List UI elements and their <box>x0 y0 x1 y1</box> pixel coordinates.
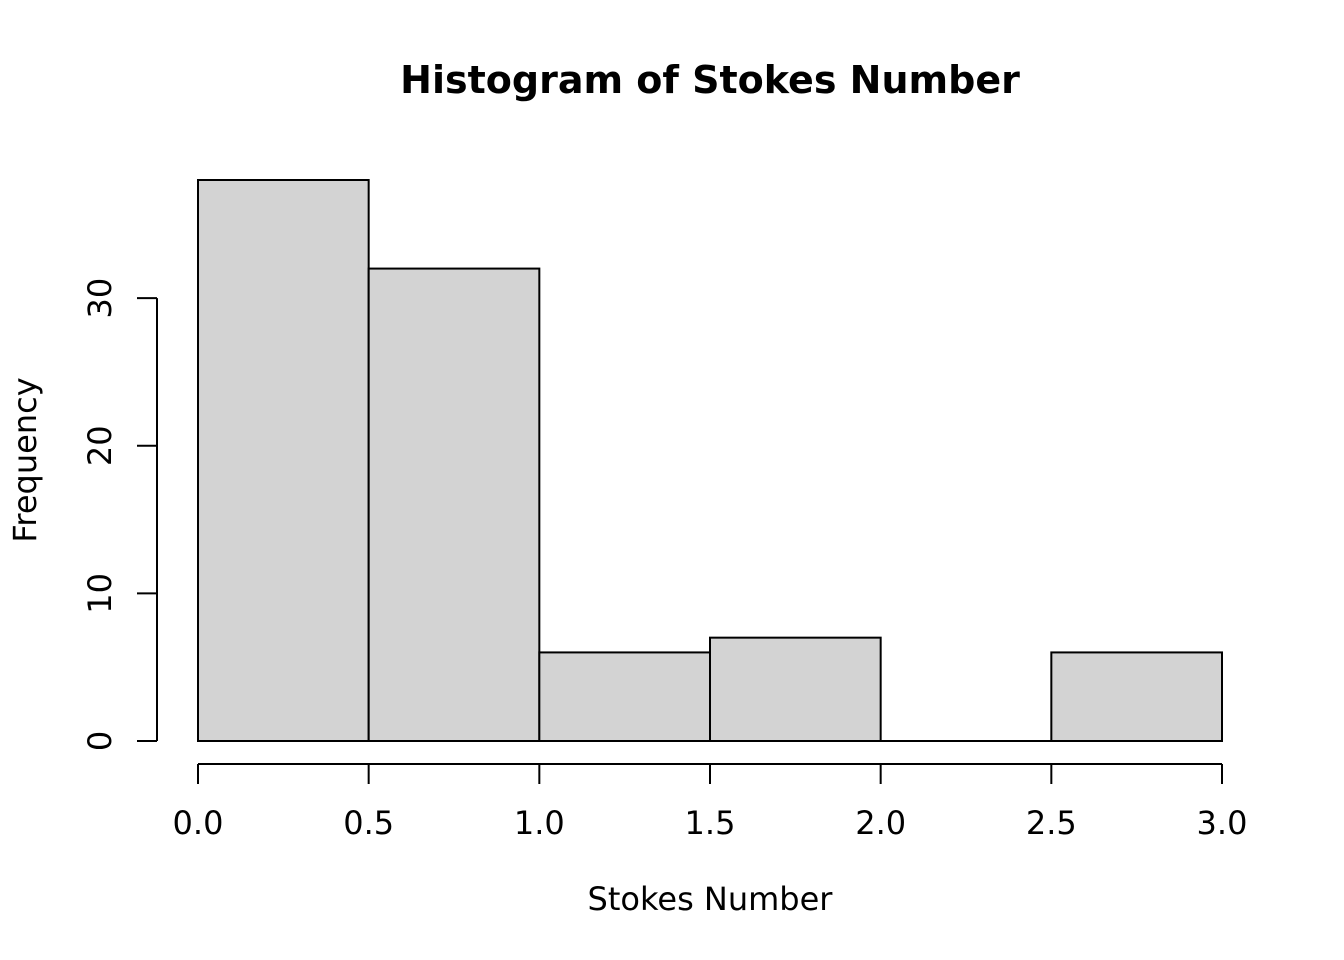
x-tick-label: 0.0 <box>173 804 224 842</box>
y-tick-label: 0 <box>81 731 119 751</box>
y-tick-label: 20 <box>81 425 119 466</box>
x-tick-label: 2.0 <box>855 804 906 842</box>
chart-title: Histogram of Stokes Number <box>400 58 1020 102</box>
bars-group <box>197 179 1224 743</box>
x-tick-label: 1.0 <box>514 804 565 842</box>
x-tick-label: 1.5 <box>685 804 736 842</box>
y-tick-label: 10 <box>81 573 119 614</box>
histogram-bar <box>1050 651 1224 743</box>
y-axis: 0 10 20 30 <box>81 278 158 751</box>
x-axis: 0.0 0.5 1.0 1.5 2.0 2.5 3.0 <box>173 763 1248 842</box>
x-axis-label: Stokes Number <box>588 880 834 918</box>
x-tick-label: 3.0 <box>1197 804 1248 842</box>
y-tick-label: 30 <box>81 278 119 319</box>
y-axis-label: Frequency <box>6 377 44 542</box>
histogram-bar <box>709 636 882 742</box>
histogram-bar <box>197 179 370 742</box>
histogram-bar <box>538 651 711 743</box>
histogram-bar <box>367 267 541 742</box>
x-tick-label: 2.5 <box>1026 804 1077 842</box>
x-tick-label: 0.5 <box>343 804 394 842</box>
